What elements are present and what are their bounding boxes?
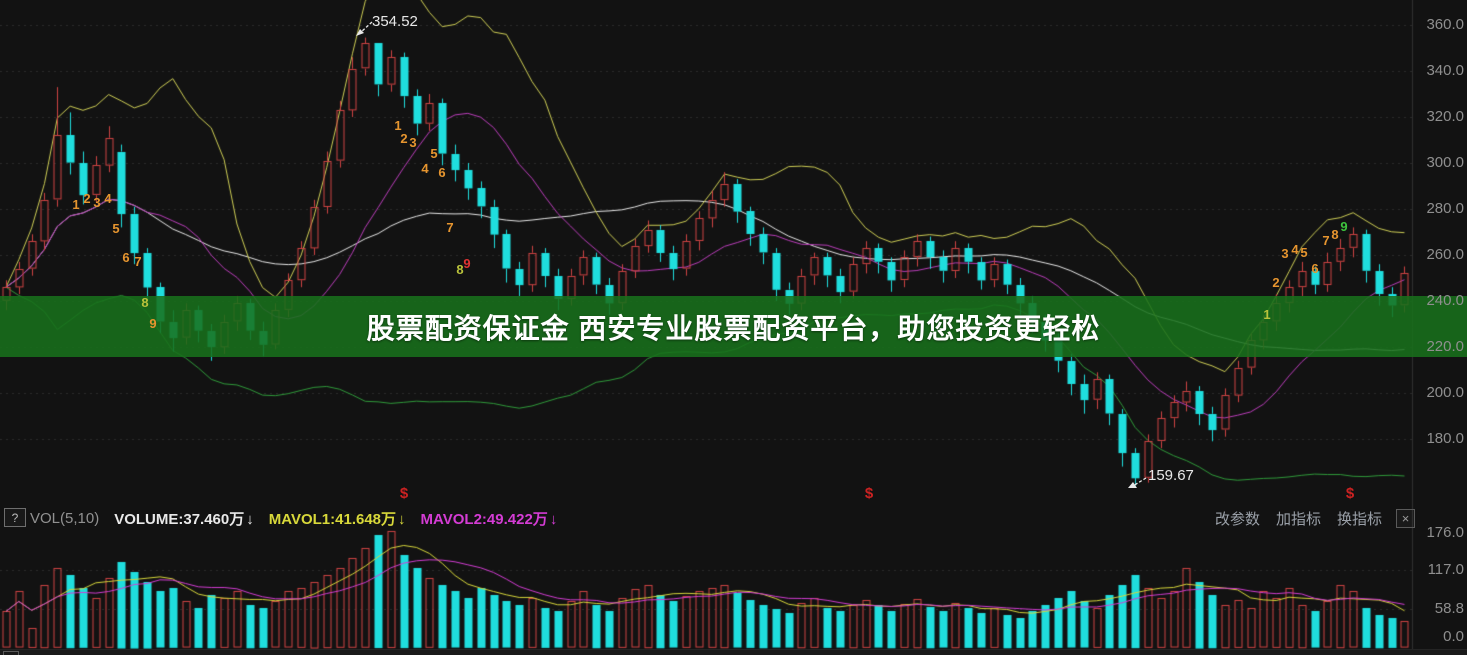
high-annotation-arrow-icon <box>356 21 373 36</box>
sequence-marker-9: 9 <box>463 256 471 271</box>
volume-axis-label: 58.8 <box>1434 600 1464 617</box>
sequence-marker-7: 7 <box>134 254 142 269</box>
sequence-marker-1: 1 <box>72 197 80 212</box>
price-axis-label: 200.0 <box>1426 384 1464 401</box>
price-axis-label: 180.0 <box>1426 430 1464 447</box>
mavol1-value: MAVOL1:41.648万 ↓ <box>268 510 406 528</box>
sequence-marker-2: 2 <box>400 131 408 146</box>
sequence-marker-5: 5 <box>1300 245 1308 260</box>
mavol2-down-arrow-icon: ↓ <box>549 510 558 528</box>
sequence-marker-9: 9 <box>1340 219 1348 234</box>
price-axis-label: 260.0 <box>1426 246 1464 263</box>
sequence-marker-6: 6 <box>122 250 130 265</box>
dollar-icon: $ <box>1345 485 1355 502</box>
bottom-strip <box>0 649 1467 655</box>
sequence-marker-4: 4 <box>104 191 112 206</box>
price-axis-label: 360.0 <box>1426 16 1464 33</box>
sequence-marker-7: 7 <box>1322 233 1330 248</box>
mini-legend-box <box>3 651 19 655</box>
dollar-icon: $ <box>399 485 409 502</box>
sequence-marker-8: 8 <box>456 262 464 277</box>
volume-indicator-label: VOL(5,10) <box>30 509 100 527</box>
sequence-marker-5: 5 <box>112 221 120 236</box>
switch-indicator-button[interactable]: 换指标 <box>1336 510 1382 528</box>
sequence-marker-3: 3 <box>1281 246 1289 261</box>
mavol1-down-arrow-icon: ↓ <box>398 510 406 528</box>
price-axis-label: 220.0 <box>1426 338 1464 355</box>
price-axis-label: 300.0 <box>1426 154 1464 171</box>
sequence-marker-4: 4 <box>1291 242 1299 257</box>
volume-header: ? VOL(5,10) VOLUME:37.460万 ↓ MAVOL1:41.64… <box>0 506 1467 530</box>
sequence-marker-4: 4 <box>421 161 429 176</box>
sequence-marker-2: 2 <box>1272 275 1280 290</box>
volume-axis-label: 117.0 <box>1427 561 1464 578</box>
sequence-marker-6: 6 <box>1311 261 1319 276</box>
price-axis-label: 320.0 <box>1426 108 1464 125</box>
sequence-marker-1: 1 <box>394 118 402 133</box>
sequence-marker-8: 8 <box>1331 227 1339 242</box>
volume-axis-label: 176.0 <box>1426 524 1464 541</box>
sequence-marker-8: 8 <box>141 295 149 310</box>
sequence-marker-7: 7 <box>446 220 454 235</box>
volume-axis-label: 0.0 <box>1443 628 1464 645</box>
price-axis-label: 280.0 <box>1426 200 1464 217</box>
close-indicator-button[interactable]: × <box>1396 508 1415 528</box>
sequence-marker-9: 9 <box>149 316 157 331</box>
sequence-marker-3: 3 <box>409 135 417 150</box>
price-axis-label: 240.0 <box>1426 292 1464 309</box>
help-button[interactable]: ? <box>4 508 26 527</box>
close-icon: × <box>1401 510 1410 526</box>
sequence-marker-3: 3 <box>93 195 101 210</box>
volume-down-arrow-icon: ↓ <box>246 510 254 528</box>
sequence-marker-2: 2 <box>83 191 91 206</box>
sequence-marker-6: 6 <box>438 165 446 180</box>
high-annotation: 354.52 <box>372 13 418 30</box>
volume-controls: 改参数 加指标 换指标 × <box>1199 506 1415 530</box>
mavol2-value: MAVOL2:49.422万 ↓ <box>420 510 558 528</box>
ad-banner[interactable]: 股票配资保证金 西安专业股票配资平台，助您投资更轻松 <box>0 296 1467 357</box>
low-annotation: 159.67 <box>1148 467 1194 484</box>
sequence-marker-5: 5 <box>430 146 438 161</box>
low-annotation-arrow-icon <box>1128 477 1147 488</box>
add-indicator-button[interactable]: 加指标 <box>1275 510 1321 528</box>
price-axis-label: 340.0 <box>1426 62 1464 79</box>
volume-value: VOLUME:37.460万 ↓ <box>114 510 254 528</box>
sequence-marker-1: 1 <box>1263 307 1271 322</box>
dollar-icon: $ <box>864 485 874 502</box>
ad-banner-text: 股票配资保证金 西安专业股票配资平台，助您投资更轻松 <box>366 312 1101 344</box>
edit-params-button[interactable]: 改参数 <box>1214 510 1260 528</box>
